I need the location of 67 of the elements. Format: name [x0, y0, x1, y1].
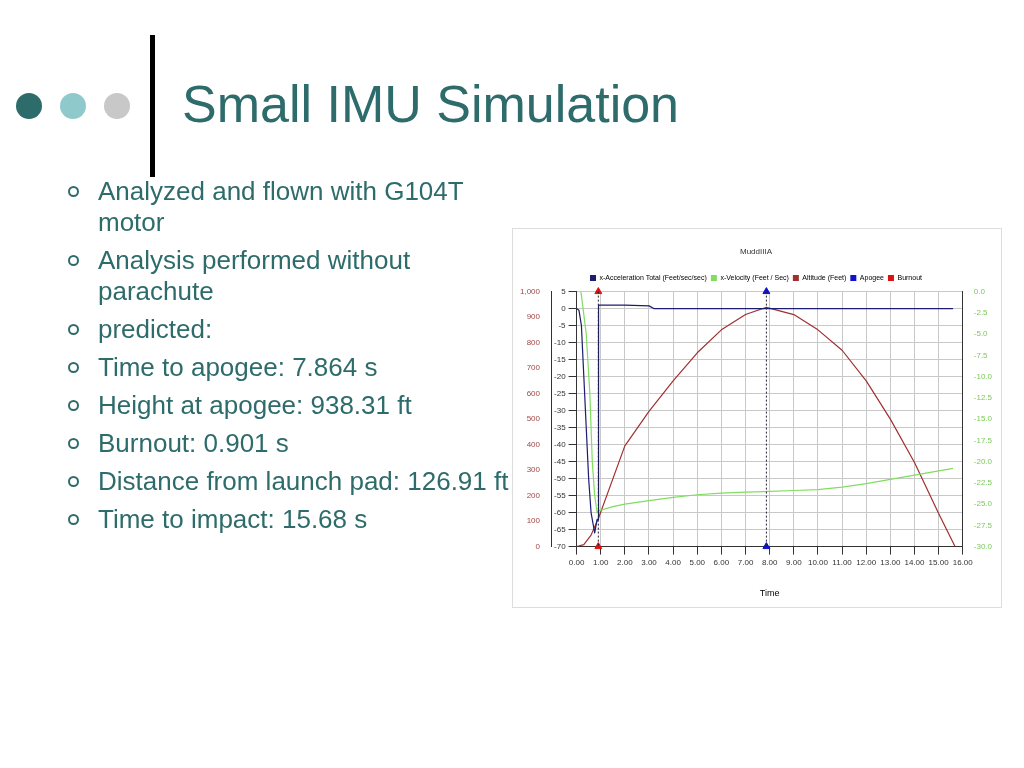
text: Time to impact: 15.68 s [98, 504, 368, 534]
y-tick-label: 200 [526, 490, 541, 500]
chart-title: Small IMU Simulation [182, 74, 680, 134]
y-tick-label: 400 [526, 439, 541, 449]
y2-tick-label: -10 [554, 337, 567, 347]
x-tick-label: 15.00 [928, 557, 950, 567]
y2-tick-label: -20 [554, 371, 567, 381]
y-tick-label: 1,000 [519, 286, 541, 296]
y2-tick-label: -55 [554, 490, 567, 500]
y3-tick-label: -30.0 [973, 541, 993, 551]
x-tick-label: 1.00 [592, 557, 610, 567]
y3-tick-label: -17.5 [973, 435, 993, 445]
y3-tick-label: 0.0 [973, 286, 986, 296]
x-tick-label: 3.00 [641, 557, 658, 567]
y3-tick-label: -25.0 [973, 499, 993, 509]
y3-tick-label: -7.5 [973, 350, 989, 360]
x-tick-label: 10.00 [807, 557, 829, 567]
x-tick-label: 9.00 [786, 557, 803, 567]
x-tick-label: 0.00 [568, 557, 585, 567]
x-tick-label: 5.00 [689, 557, 706, 567]
chart-subtitle: MuddIIIA [739, 247, 773, 256]
y-tick-label: 900 [526, 312, 541, 322]
y3-tick-label: -5.0 [973, 329, 989, 339]
x-tick-label: 4.00 [665, 557, 682, 567]
x-tick-label: 2.00 [617, 557, 634, 567]
y-tick-label: 700 [526, 363, 541, 373]
x-tick-label: 11.00 [832, 557, 853, 567]
x-tick-label: 8.00 [761, 557, 779, 567]
text: Analyzed and flown with G104T motor [98, 176, 464, 237]
y2-tick-label: -30 [554, 405, 567, 415]
y-tick-label: 500 [526, 414, 541, 424]
y-tick-label: 0 [535, 541, 541, 551]
y2-tick-label: -25 [554, 388, 567, 398]
x-tick-label: 12.00 [856, 557, 877, 567]
y2-tick-label: -70 [554, 541, 567, 551]
y2-tick-label: 5 [561, 286, 567, 296]
y3-tick-label: -20.0 [973, 456, 993, 466]
y2-tick-label: -60 [554, 507, 567, 517]
y3-tick-label: -22.5 [973, 478, 993, 488]
y3-tick-label: -2.5 [973, 308, 989, 318]
y2-tick-label: -5 [558, 320, 567, 330]
y2-tick-label: -35 [554, 422, 567, 432]
y2-tick-label: -50 [554, 473, 567, 483]
text: Time to apogee: 7.864 s [98, 352, 378, 382]
x-tick-label: 16.00 [952, 557, 974, 567]
y-tick-label: 600 [526, 388, 541, 398]
y-tick-label: 800 [526, 337, 541, 347]
y2-tick-label: 0 [561, 303, 567, 313]
y3-tick-label: -27.5 [973, 520, 993, 530]
y2-tick-label: -15 [554, 354, 567, 364]
y-tick-label: 300 [526, 465, 541, 475]
y-tick-label: 100 [526, 516, 541, 526]
x-axis-title: Time [759, 588, 780, 599]
text: predicted: [98, 314, 213, 344]
y2-tick-label: -40 [554, 439, 567, 449]
x-tick-label: 7.00 [737, 557, 754, 567]
y2-tick-label: -45 [554, 456, 567, 466]
text: Burnout: 0.901 s [98, 428, 289, 458]
x-tick-label: 14.00 [904, 557, 926, 567]
y3-tick-label: -10.0 [973, 371, 993, 381]
y3-tick-label: -12.5 [973, 393, 993, 403]
text: Distance from launch pad: 126.91 ft [98, 466, 509, 496]
y3-tick-label: -15.0 [973, 414, 993, 424]
x-tick-label: 6.00 [713, 557, 730, 567]
text: Height at apogee: 938.31 ft [98, 390, 412, 420]
y2-tick-label: -65 [554, 524, 567, 534]
x-tick-label: 13.00 [880, 557, 901, 567]
